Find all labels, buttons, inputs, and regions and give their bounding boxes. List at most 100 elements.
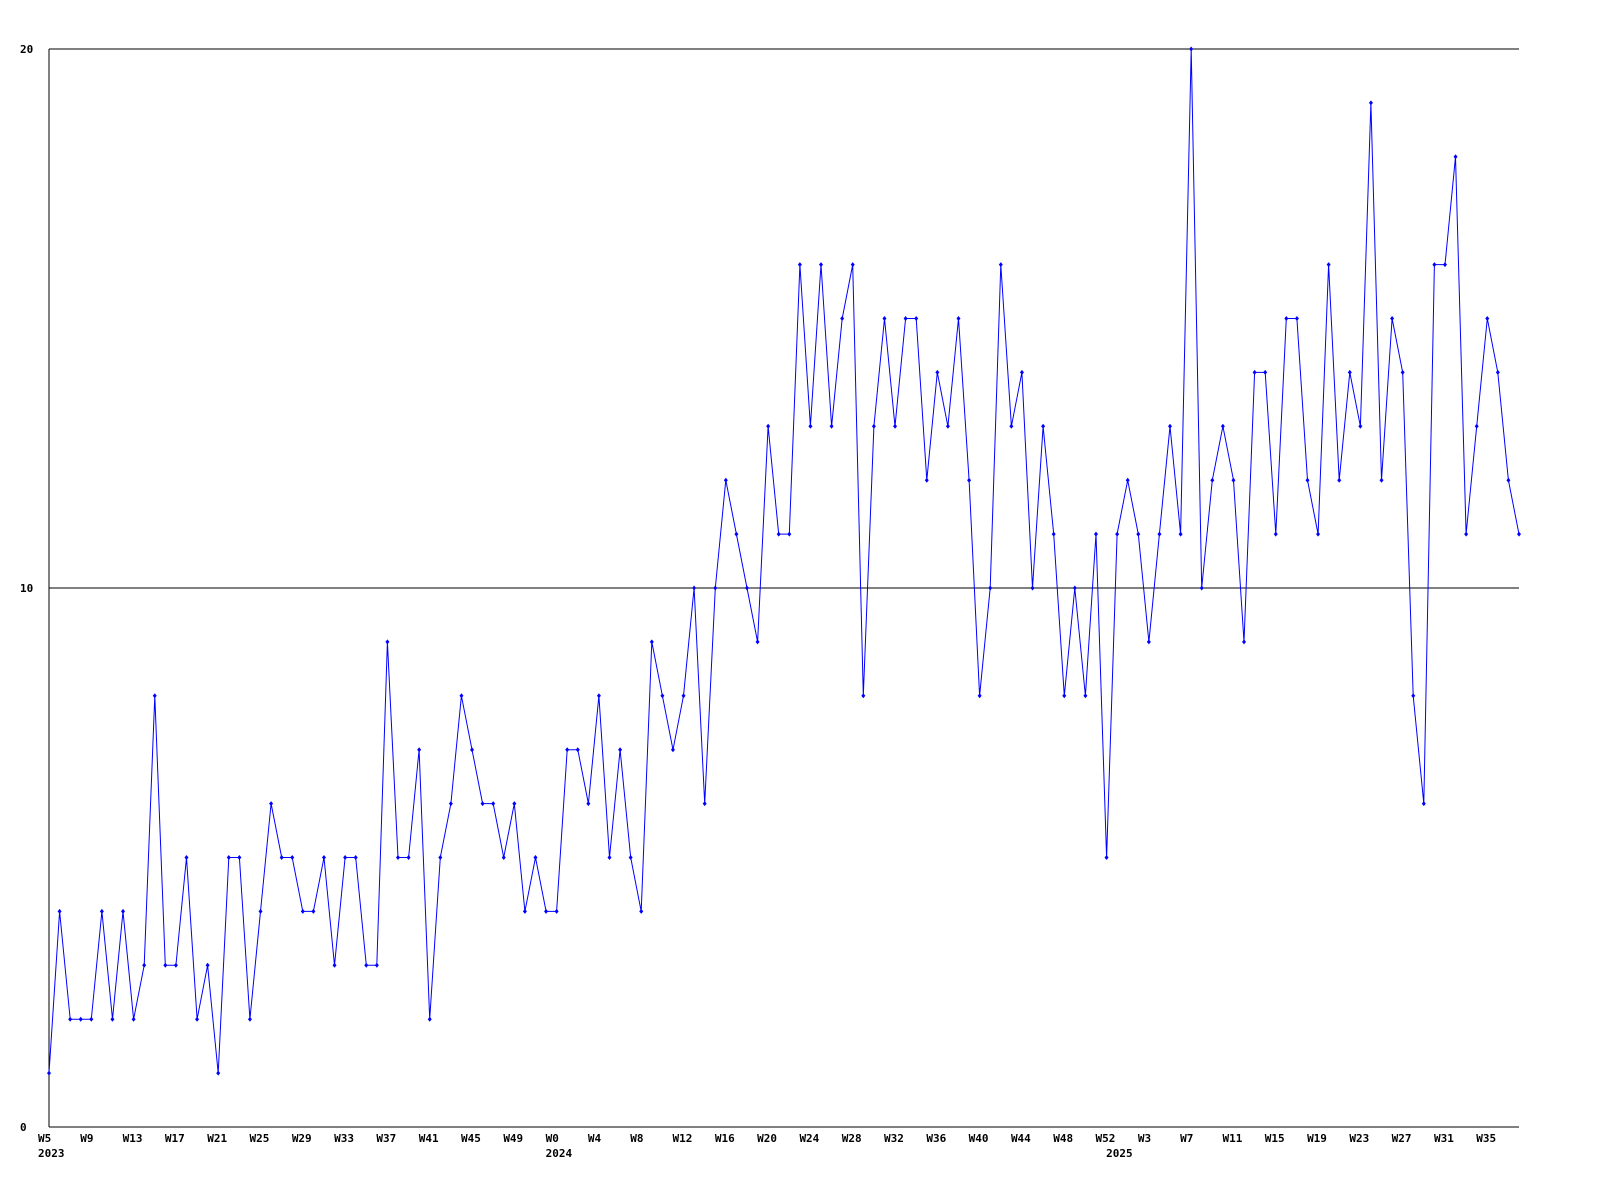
data-point xyxy=(618,747,623,753)
data-point xyxy=(459,693,464,699)
data-point xyxy=(1305,477,1310,483)
x-tick-label: W49 xyxy=(503,1132,523,1145)
data-point xyxy=(1442,262,1447,268)
data-point xyxy=(279,855,284,860)
data-point xyxy=(1474,423,1479,429)
data-point xyxy=(152,693,157,699)
data-point xyxy=(702,801,707,807)
data-point xyxy=(1284,316,1289,321)
axes xyxy=(48,49,1519,1128)
data-point xyxy=(1464,531,1469,537)
data-point xyxy=(1368,100,1373,106)
data-point xyxy=(565,747,570,753)
data-point xyxy=(628,855,633,860)
data-point xyxy=(575,747,580,753)
data-point xyxy=(131,1016,136,1022)
x-tick-label: W5 xyxy=(38,1132,51,1145)
data-point xyxy=(1231,477,1236,483)
data-point xyxy=(956,316,961,321)
data-point xyxy=(1189,46,1194,52)
data-point xyxy=(374,962,379,968)
data-point xyxy=(1178,531,1183,537)
data-point xyxy=(1337,477,1342,483)
tick-labels: 0 10 20 W5 W9 W13 W17 W21 W25 W29 W33 W37 W41 W45 W49 W… xyxy=(20,43,1496,1160)
data-point xyxy=(734,531,739,537)
data-point xyxy=(882,316,887,321)
data-point xyxy=(1263,369,1268,375)
data-point xyxy=(1390,316,1395,321)
data-point xyxy=(1453,154,1458,160)
grid xyxy=(49,48,1519,589)
x-tick-label: W4 xyxy=(588,1132,602,1145)
data-point xyxy=(945,423,950,429)
data-point xyxy=(385,639,390,645)
data-point xyxy=(1093,531,1098,537)
data-point xyxy=(596,693,601,699)
x-tick-label: W21 xyxy=(207,1132,227,1145)
x-tick-label: W3 xyxy=(1138,1132,1151,1145)
x-tick-label: W35 xyxy=(1476,1132,1496,1145)
data-point xyxy=(195,1016,200,1022)
data-point xyxy=(1326,262,1331,268)
x-tick-label: W13 xyxy=(123,1132,143,1145)
data-point xyxy=(1273,531,1278,537)
x-tick-label: W20 xyxy=(757,1132,777,1145)
data-point xyxy=(57,908,62,914)
data-point xyxy=(448,801,453,807)
x-tick-label: W48 xyxy=(1053,1132,1073,1145)
data-point xyxy=(649,639,654,645)
y-tick-label: 20 xyxy=(20,43,33,56)
data-point xyxy=(861,693,866,699)
x-tick-label: W24 xyxy=(799,1132,819,1145)
data-point xyxy=(776,531,781,537)
data-point xyxy=(1146,639,1151,645)
data-point xyxy=(491,801,496,807)
data-point xyxy=(967,477,972,483)
x-tick-label: W19 xyxy=(1307,1132,1327,1145)
x-tick-label: W31 xyxy=(1434,1132,1454,1145)
x-tick-label: W40 xyxy=(969,1132,989,1145)
data-point xyxy=(1506,477,1511,483)
data-point xyxy=(1083,693,1088,699)
data-point xyxy=(1210,477,1215,483)
x-tick-label: W23 xyxy=(1349,1132,1369,1145)
data-point xyxy=(417,747,422,753)
data-point xyxy=(247,1016,252,1022)
data-point xyxy=(311,908,316,914)
x-tick-label: W44 xyxy=(1011,1132,1031,1145)
data-point xyxy=(216,1070,221,1076)
data-point xyxy=(269,801,274,807)
data-point xyxy=(321,855,326,860)
x-tick-label: W52 xyxy=(1096,1132,1116,1145)
data-point xyxy=(893,423,898,429)
x-tick-label: W7 xyxy=(1180,1132,1193,1145)
data-point xyxy=(173,962,178,968)
data-point xyxy=(1030,585,1035,591)
data-line xyxy=(48,48,1520,1074)
data-point xyxy=(1125,477,1130,483)
data-point xyxy=(586,801,591,807)
data-point xyxy=(607,855,612,860)
data-point xyxy=(1400,369,1405,375)
data-point xyxy=(89,1016,94,1022)
data-point xyxy=(1168,423,1173,429)
y-tick-label: 10 xyxy=(20,582,33,595)
x-tick-label: W32 xyxy=(884,1132,904,1145)
data-point xyxy=(237,855,242,860)
data-point xyxy=(121,908,126,914)
data-point xyxy=(924,477,929,483)
data-point xyxy=(723,477,728,483)
data-point xyxy=(1358,423,1363,429)
data-point xyxy=(1199,585,1204,591)
x-tick-label: W12 xyxy=(673,1132,693,1145)
x-tick-label: W15 xyxy=(1265,1132,1285,1145)
data-point xyxy=(99,908,104,914)
year-label: 2024 xyxy=(546,1147,573,1160)
data-point xyxy=(1242,639,1247,645)
y-tick-label: 0 xyxy=(20,1121,27,1134)
x-tick-label: W25 xyxy=(250,1132,270,1145)
data-point xyxy=(670,747,675,753)
x-tick-label: W33 xyxy=(334,1132,354,1145)
data-point xyxy=(1157,531,1162,537)
data-point xyxy=(1041,423,1046,429)
